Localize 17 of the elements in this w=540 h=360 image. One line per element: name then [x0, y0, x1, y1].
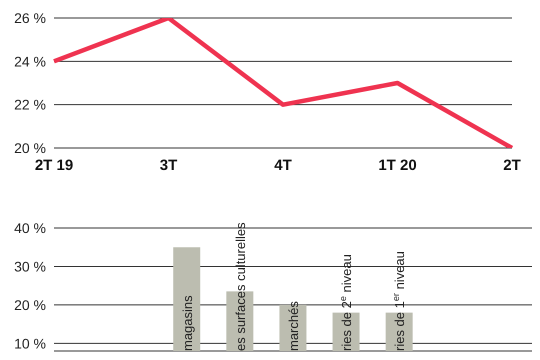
x-tick-label: 3T	[160, 157, 178, 174]
x-tick-label: magasins	[180, 294, 195, 351]
x-tick-label: 4T	[274, 157, 292, 174]
line-series	[52, 18, 514, 148]
y-tick-label: 26 %	[14, 10, 46, 26]
y-tick-label: 40 %	[14, 220, 46, 236]
y-tick-label: 24 %	[14, 53, 46, 70]
x-tick-label: 2T 19	[34, 157, 74, 174]
y-tick-label: 20 %	[14, 140, 46, 156]
y-tick-label: 22 %	[14, 96, 46, 113]
x-tick-label: marchés	[286, 300, 301, 351]
x-tick-label: 1T 20	[378, 157, 417, 174]
y-tick-label: 10 %	[14, 335, 46, 352]
y-tick-label: 20 %	[14, 296, 46, 313]
x-tick-label: 2T	[503, 157, 521, 174]
x-tick-label: es surfaces culturelles	[232, 222, 248, 351]
y-tick-label: 30 %	[14, 258, 46, 274]
